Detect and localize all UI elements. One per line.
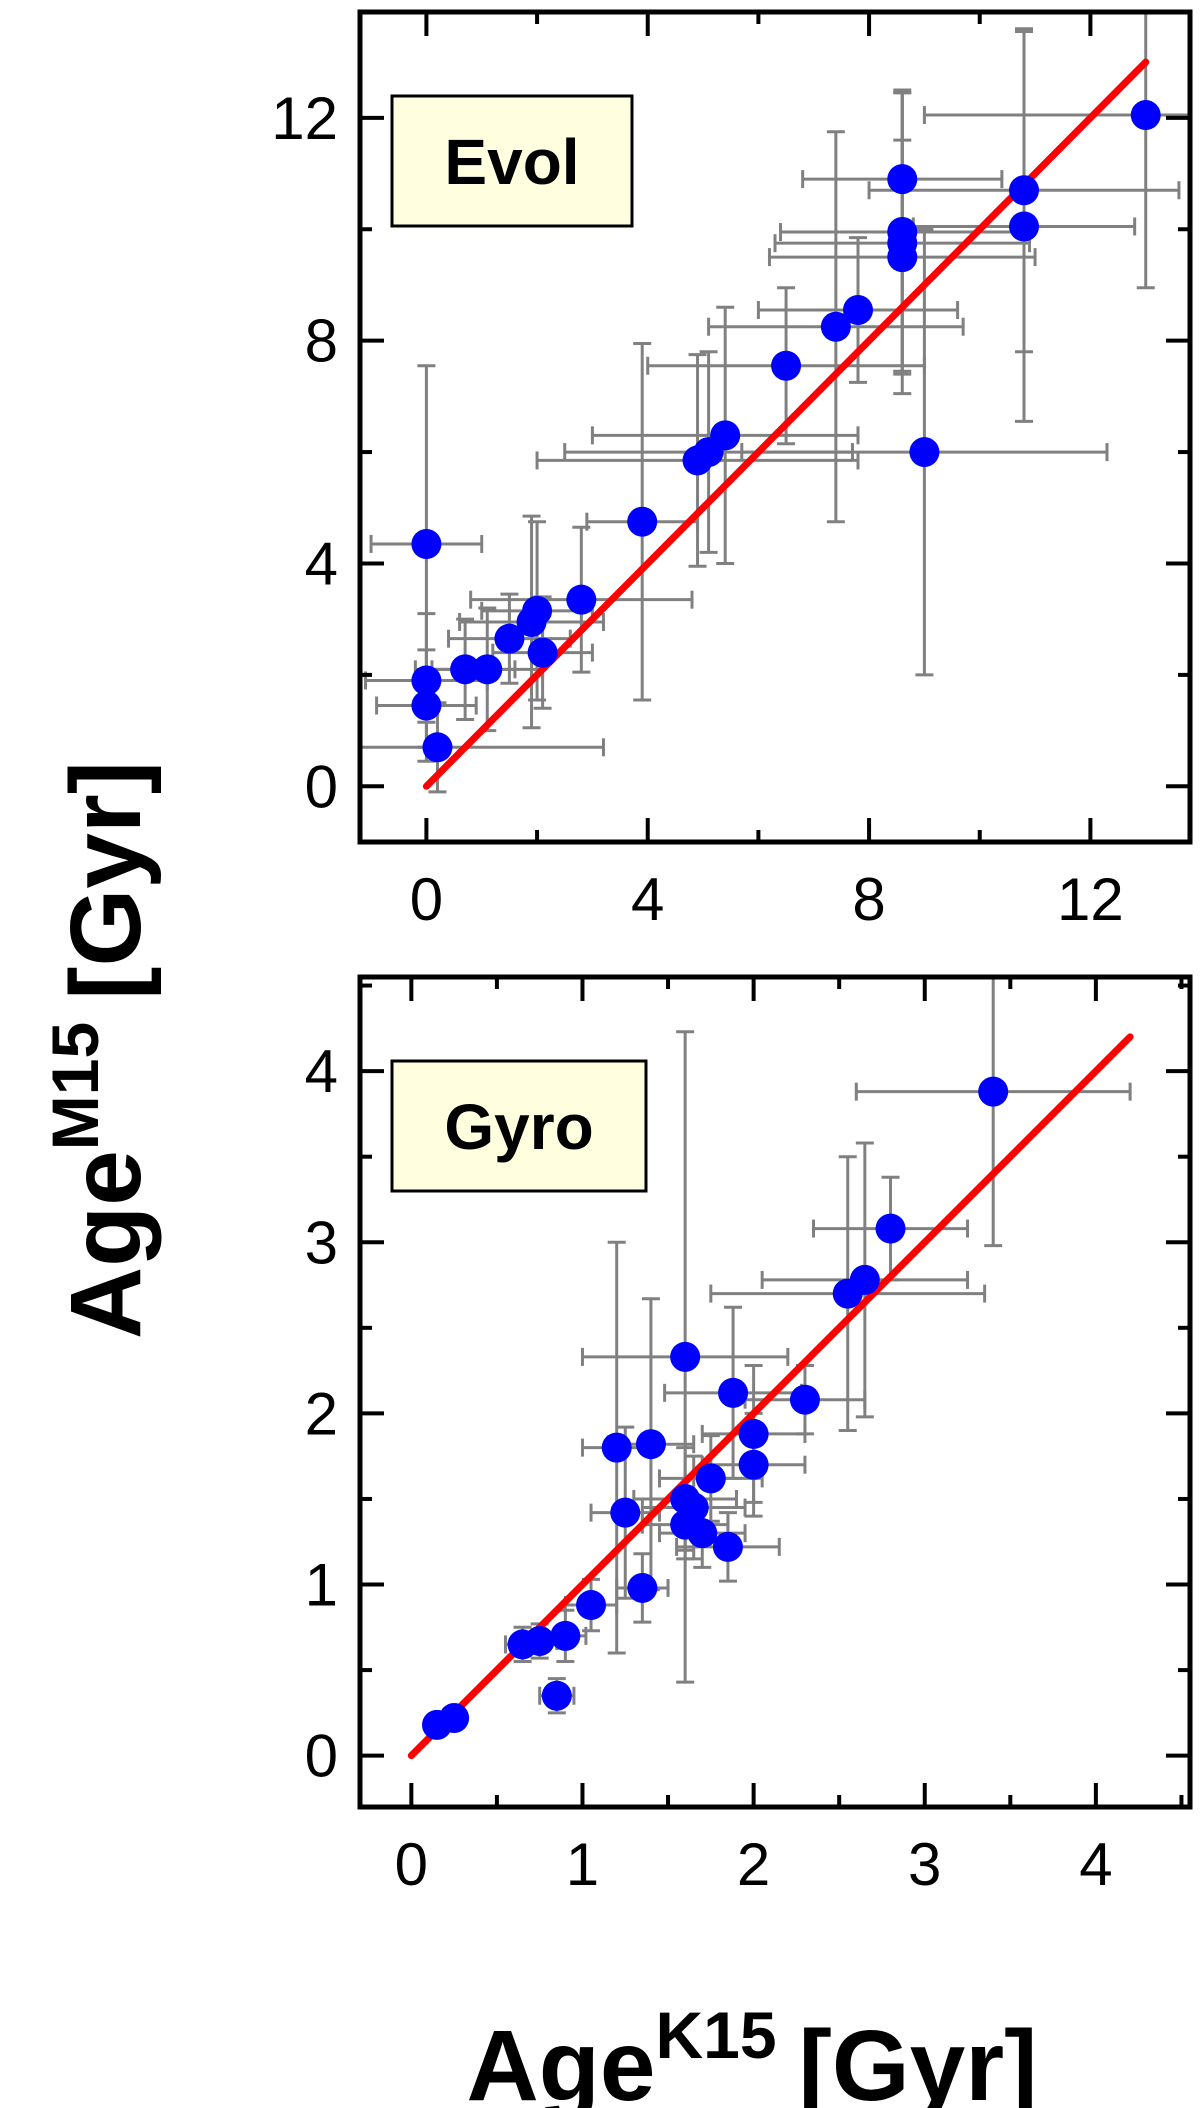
y-tick-label: 3	[305, 1209, 338, 1276]
data-point	[522, 595, 553, 626]
tick-marks	[360, 977, 1190, 1807]
y-tick-label: 0	[305, 1723, 338, 1790]
x-tick-label: 0	[395, 1831, 428, 1898]
data-point	[472, 654, 503, 685]
x-tick-label: 0	[410, 866, 443, 933]
data-point	[627, 506, 658, 537]
data-point	[439, 1703, 470, 1734]
data-point	[978, 1076, 1009, 1107]
data-point	[710, 420, 741, 451]
data-point	[566, 584, 597, 615]
data-point	[843, 295, 873, 326]
data-point	[524, 1626, 555, 1656]
data-point	[550, 1620, 581, 1651]
panel-label-box	[390, 94, 634, 228]
x-axis-title-unit: [Gyr]	[799, 2010, 1038, 2108]
x-tick-label: 12	[1057, 866, 1124, 933]
y-axis-title-superscript: M15	[38, 1022, 112, 1150]
data-point	[576, 1590, 607, 1621]
data-point	[695, 1463, 726, 1494]
x-tick-label: 3	[908, 1831, 941, 1898]
data-point	[887, 242, 918, 273]
data-points	[422, 1076, 1009, 1740]
svg-text:AgeK15[Gyr]: AgeK15 [Gyr]	[467, 1998, 1038, 2108]
evol-panel: 0 4 8 12 0 4 8 12 Evol	[271, 9, 1193, 933]
x-axis-title-superscript: K15	[655, 1998, 776, 2072]
data-point	[411, 665, 442, 696]
y-tick-label: 0	[305, 753, 338, 820]
data-point	[411, 528, 442, 559]
data-point	[1009, 175, 1039, 206]
y-axis-title: AgeM15 [Gyr]	[38, 761, 162, 1339]
y-tick-label: 2	[305, 1380, 338, 1447]
data-point	[771, 350, 802, 381]
x-tick-label: 2	[737, 1831, 770, 1898]
svg-text:AgeM15[Gyr]: AgeM15 [Gyr]	[38, 761, 162, 1339]
x-axis-title-main: Age	[467, 2010, 656, 2108]
error-bars	[426, 977, 1132, 1734]
gyro-panel: 0 1 2 3 4 0 1 2 3 4 Gyro	[305, 974, 1193, 1898]
y-tick-label: 4	[305, 530, 338, 597]
x-tick-label: 1	[566, 1831, 599, 1898]
data-point	[718, 1377, 749, 1408]
panel-label: Evol	[444, 126, 579, 198]
y-tick-label: 8	[305, 308, 338, 375]
data-point	[1130, 100, 1161, 131]
panel-label: Gyro	[444, 1091, 593, 1163]
data-point	[909, 437, 940, 468]
tick-labels: 0 4 8 12 0 4 8 12	[271, 85, 1124, 933]
data-point	[875, 1213, 906, 1244]
data-point	[494, 623, 525, 654]
data-point	[738, 1449, 769, 1480]
data-points	[411, 100, 1161, 763]
data-point	[738, 1418, 769, 1449]
data-point	[712, 1531, 743, 1562]
y-tick-label: 12	[271, 85, 338, 152]
x-axis-title: AgeK15 [Gyr]	[467, 1998, 1038, 2108]
tick-labels: 0 1 2 3 4 0 1 2 3 4	[305, 1038, 1113, 1898]
data-point	[411, 690, 442, 721]
data-point	[601, 1432, 632, 1463]
data-point	[610, 1497, 641, 1528]
data-point	[887, 164, 918, 195]
data-point	[849, 1264, 880, 1295]
data-point	[635, 1429, 666, 1460]
data-point	[422, 732, 453, 763]
x-tick-label: 4	[631, 866, 664, 933]
data-point	[687, 1518, 718, 1549]
data-point	[1009, 211, 1039, 242]
data-point	[678, 1492, 709, 1523]
y-axis-title-main: Age	[50, 1150, 162, 1339]
plot-frame	[357, 974, 1193, 1810]
y-axis-title-unit: [Gyr]	[50, 761, 162, 1000]
data-point	[541, 1680, 572, 1711]
x-tick-label: 8	[852, 866, 885, 933]
data-point	[450, 654, 481, 685]
plot-frame	[357, 9, 1193, 845]
panel-label-box	[390, 1059, 648, 1193]
x-tick-label: 4	[1079, 1831, 1112, 1898]
y-tick-label: 4	[305, 1038, 338, 1105]
data-point	[527, 637, 558, 668]
data-point	[789, 1384, 820, 1415]
data-point	[627, 1572, 658, 1603]
data-point	[670, 1341, 701, 1372]
tick-marks	[360, 12, 1190, 842]
y-tick-label: 1	[305, 1552, 338, 1619]
data-point	[820, 311, 851, 342]
